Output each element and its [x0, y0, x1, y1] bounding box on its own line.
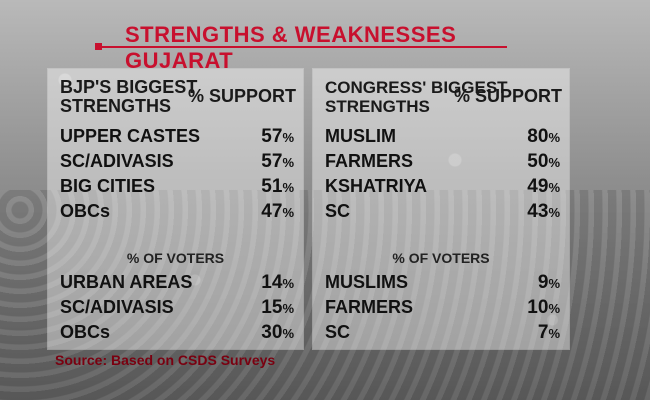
congress-support-list: MUSLIM 80% FARMERS 50% KSHATRIYA 49% SC … — [325, 126, 560, 226]
bjp-header: BJP's BIGGEST STRENGTHS — [60, 77, 198, 116]
bjp-support-label: % SUPPORT — [187, 86, 296, 106]
row-value: 10% — [527, 297, 560, 318]
list-item: SC/ADIVASIS 57% — [60, 151, 294, 175]
bjp-voters-label: % OF VOTERS — [126, 250, 225, 266]
congress-voters-list: MUSLIMS 9% FARMERS 10% SC 7% — [325, 272, 560, 347]
bjp-support-list: UPPER CASTES 57% SC/ADIVASIS 57% BIG CIT… — [60, 126, 294, 226]
title-underline — [97, 46, 507, 48]
row-value: 7% — [537, 322, 560, 343]
list-item: UPPER CASTES 57% — [60, 126, 294, 150]
list-item: OBCs 47% — [60, 201, 294, 225]
list-item: FARMERS 50% — [325, 151, 560, 175]
row-label: SC — [325, 201, 351, 221]
row-value: 43% — [527, 201, 560, 222]
list-item: FARMERS 10% — [325, 297, 560, 321]
list-item: SC 43% — [325, 201, 560, 225]
list-item: MUSLIMS 9% — [325, 272, 560, 296]
row-label: SC/ADIVASIS — [60, 297, 174, 317]
list-item: SC 7% — [325, 322, 560, 346]
title-block: STRENGTHS & WEAKNESSES GUJARAT — [95, 12, 515, 73]
row-value: 57% — [261, 151, 294, 172]
congress-header: CONGRESS' BIGGEST STRENGTHS — [325, 78, 508, 116]
row-value: 49% — [527, 176, 560, 197]
list-item: BIG CITIES 51% — [60, 176, 294, 200]
bjp-voters-list: URBAN AREAS 14% SC/ADIVASIS 15% OBCs 30% — [60, 272, 294, 347]
row-label: FARMERS — [325, 151, 414, 171]
crowd-overlay — [0, 190, 650, 400]
row-label: OBCs — [60, 322, 111, 342]
row-label: MUSLIM — [325, 126, 396, 146]
page-title: STRENGTHS & WEAKNESSES GUJARAT — [125, 22, 457, 73]
congress-voters-label: % OF VOTERS — [392, 250, 490, 266]
row-value: 80% — [527, 126, 560, 147]
row-label: SC — [325, 322, 351, 342]
row-label: SC/ADIVASIS — [60, 151, 174, 171]
row-value: 14% — [261, 272, 294, 293]
congress-panel: CONGRESS' BIGGEST STRENGTHS % SUPPORT MU… — [312, 68, 570, 350]
list-item: MUSLIM 80% — [325, 126, 560, 150]
row-value: 57% — [261, 126, 294, 147]
row-label: BIG CITIES — [60, 176, 156, 196]
row-label: URBAN AREAS — [60, 272, 193, 292]
bjp-panel: BJP's BIGGEST STRENGTHS % SUPPORT UPPER … — [47, 68, 304, 350]
list-item: SC/ADIVASIS 15% — [60, 297, 294, 321]
row-value: 50% — [527, 151, 560, 172]
row-label: KSHATRIYA — [325, 176, 428, 196]
row-label: MUSLIMS — [325, 272, 408, 292]
row-label: FARMERS — [325, 297, 414, 317]
row-label: UPPER CASTES — [60, 126, 201, 146]
row-value: 51% — [261, 176, 294, 197]
row-value: 9% — [537, 272, 560, 293]
list-item: KSHATRIYA 49% — [325, 176, 560, 200]
row-value: 47% — [261, 201, 294, 222]
row-value: 15% — [261, 297, 294, 318]
row-label: OBCs — [60, 201, 111, 221]
list-item: OBCs 30% — [60, 322, 294, 346]
source-note: Source: Based on CSDS Surveys — [55, 352, 276, 368]
congress-support-label: % SUPPORT — [453, 86, 562, 106]
row-value: 30% — [261, 322, 294, 343]
list-item: URBAN AREAS 14% — [60, 272, 294, 296]
